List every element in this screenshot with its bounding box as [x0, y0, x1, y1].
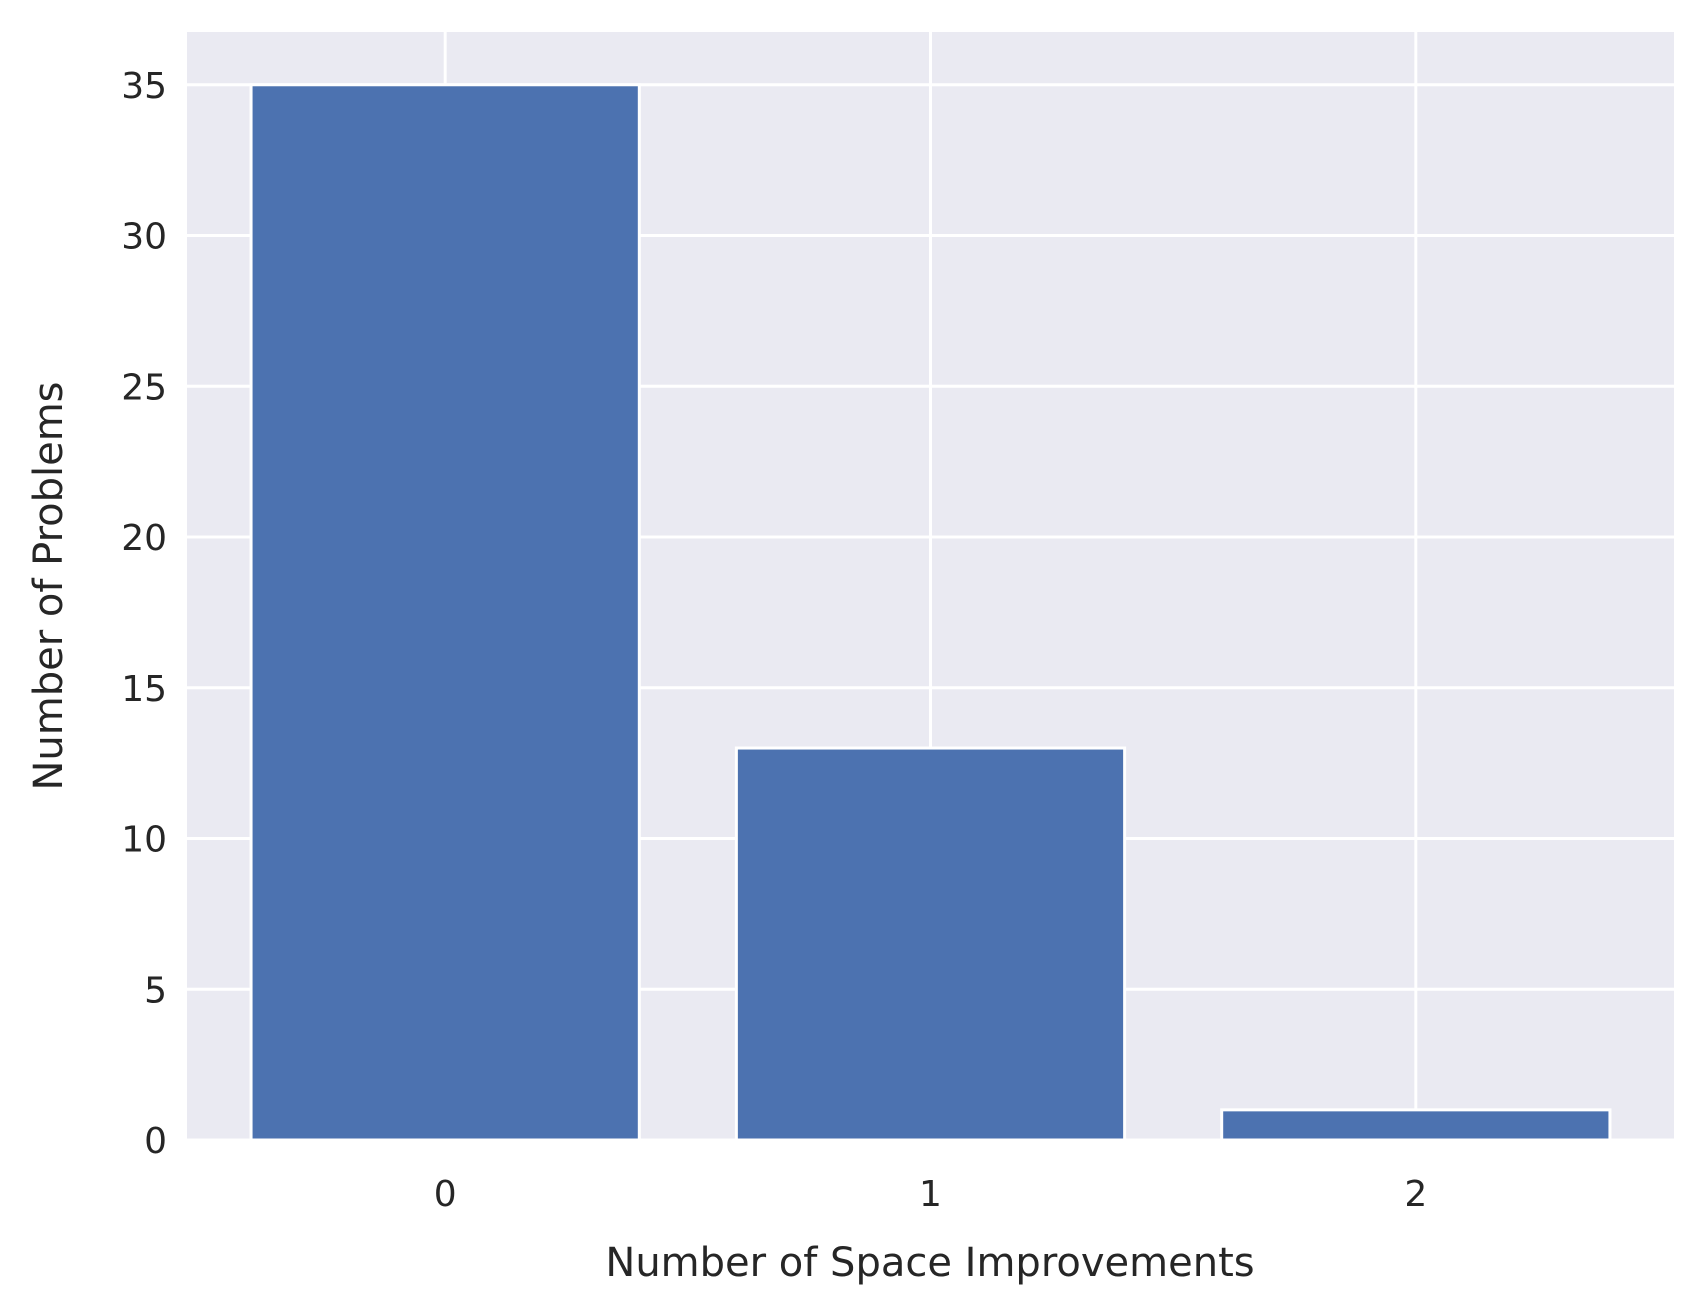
bar-2	[1220, 1108, 1612, 1142]
y-tick-label: 20	[121, 518, 167, 559]
bars	[249, 83, 1612, 1142]
x-axis-title: Number of Space Improvements	[605, 1240, 1254, 1286]
y-tick-labels: 0 5 10 15 20 25 30 35	[121, 66, 167, 1162]
y-tick-label: 10	[121, 820, 167, 861]
y-tick-label: 15	[121, 669, 167, 710]
y-tick-label: 5	[144, 970, 167, 1011]
y-axis-title: Number of Problems	[26, 381, 72, 790]
x-tick-label: 2	[1404, 1174, 1427, 1215]
x-tick-label: 0	[434, 1174, 457, 1215]
x-tick-label: 1	[919, 1174, 942, 1215]
x-tick-labels: 0 1 2	[434, 1174, 1428, 1215]
y-tick-label: 35	[121, 66, 167, 107]
y-tick-label: 30	[121, 217, 167, 258]
y-tick-label: 25	[121, 367, 167, 408]
y-tick-label: 0	[144, 1121, 167, 1162]
bar-0	[249, 83, 641, 1142]
bar-1	[734, 746, 1127, 1142]
